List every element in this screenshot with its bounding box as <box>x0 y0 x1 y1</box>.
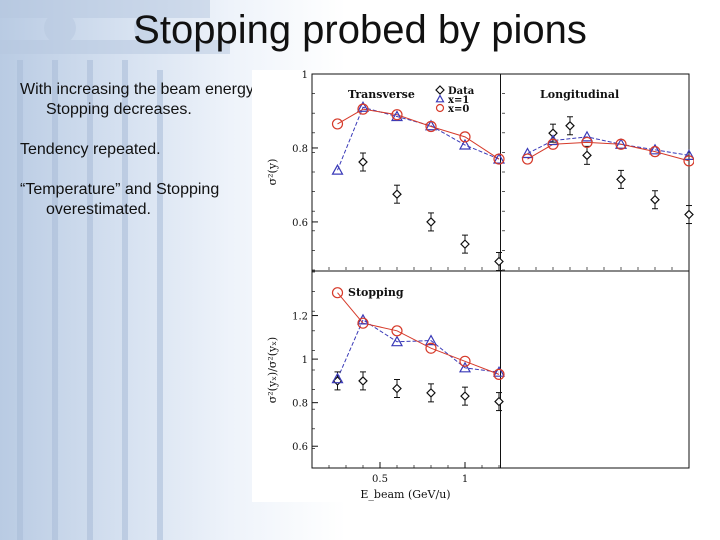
series-line-x1 <box>337 319 500 379</box>
legend-entry: Data <box>448 86 475 97</box>
diamond-marker-icon <box>460 391 470 401</box>
series-line-x0 <box>337 292 500 375</box>
panel-title: Transverse <box>348 88 415 101</box>
y-axis-label: σ²(y) <box>266 159 279 186</box>
triangle-marker-icon <box>682 149 694 160</box>
circle-marker-icon <box>615 138 627 150</box>
circle-marker-icon <box>459 131 471 143</box>
circle-marker-icon <box>391 325 403 337</box>
triangle-marker-icon <box>458 138 472 150</box>
legend-entry: x=0 <box>448 104 469 115</box>
y-tick-label: 1 <box>302 70 308 81</box>
diamond-marker-icon <box>494 396 504 407</box>
y-tick-label: 1.2 <box>292 312 308 323</box>
diamond-marker-icon <box>460 239 470 249</box>
diamond-marker-icon <box>435 85 445 95</box>
diamond-marker-icon <box>358 157 368 167</box>
series-line-x1 <box>527 136 690 156</box>
circle-marker-icon <box>435 103 445 113</box>
diamond-marker-icon <box>426 217 436 227</box>
circle-marker-icon <box>459 355 471 367</box>
triangle-marker-icon <box>521 147 534 159</box>
legend-entry: x=1 <box>448 95 469 106</box>
triangle-marker-icon <box>424 119 438 131</box>
circle-marker-icon <box>521 153 534 165</box>
triangle-marker-icon <box>331 163 344 175</box>
x-axis-label: E_beam (GeV/u) <box>360 488 450 501</box>
circle-marker-icon <box>683 155 694 167</box>
triangle-marker-icon <box>390 110 404 122</box>
diamond-marker-icon <box>548 128 558 139</box>
triangle-marker-icon <box>435 94 445 103</box>
diamond-marker-icon <box>392 189 402 200</box>
chart-panel-2: Longitudinal <box>502 73 694 271</box>
panel-title: Longitudinal <box>540 88 619 101</box>
circle-marker-icon <box>425 342 437 354</box>
series-line-x1 <box>337 106 500 171</box>
triangle-marker-icon <box>331 372 344 384</box>
series-line-x0 <box>337 108 500 160</box>
circle-marker-icon <box>493 153 505 165</box>
bullet-item: With increasing the beam energy, Stoppin… <box>20 81 258 118</box>
triangle-marker-icon <box>458 361 472 373</box>
circle-marker-icon <box>425 120 437 133</box>
circle-marker-icon <box>493 368 505 380</box>
triangle-marker-icon <box>580 130 594 142</box>
triangle-marker-icon <box>424 334 438 346</box>
triangle-marker-icon <box>648 143 662 155</box>
x-tick-label: 0.5 <box>372 474 388 485</box>
triangle-marker-icon <box>614 138 628 149</box>
diamond-marker-icon <box>616 174 626 185</box>
circle-marker-icon <box>391 109 403 121</box>
circle-marker-icon <box>357 103 369 115</box>
circle-marker-icon <box>581 136 593 149</box>
x-tick-label: 1 <box>462 474 468 485</box>
y-tick-label: 0.8 <box>292 399 308 410</box>
diamond-marker-icon <box>582 150 592 161</box>
diamond-marker-icon <box>358 376 368 386</box>
triangle-marker-icon <box>356 101 370 112</box>
y-tick-label: 1 <box>302 355 308 366</box>
y-axis-label: σ²(yₓ)/σ²(yₓ) <box>266 337 279 403</box>
panel-title: Stopping <box>348 286 404 299</box>
chart-panel-3: 0.6 0.8 1 1.2 0.5 1 Stopping σ²(yₓ)/σ²(yₓ) E_bea… <box>266 271 506 501</box>
diamond-marker-icon <box>684 209 694 220</box>
triangle-marker-icon <box>492 365 506 377</box>
circle-marker-icon <box>357 317 369 329</box>
bullet-item: “Temperature” and Stopping overestimated… <box>20 181 220 218</box>
circle-marker-icon <box>649 146 661 158</box>
circle-marker-icon <box>547 138 559 150</box>
y-tick-label: 0.6 <box>292 218 308 229</box>
diamond-marker-icon <box>650 194 660 205</box>
diamond-marker-icon <box>392 383 402 394</box>
physics-figure: 0.6 0.8 1 Transverse σ²(y) Data x=1 x=0 Longitud… <box>252 70 694 502</box>
diamond-marker-icon <box>426 388 436 398</box>
circle-marker-icon <box>331 118 344 130</box>
triangle-marker-icon <box>390 335 404 347</box>
bullet-item: Tendency repeated. <box>20 141 161 158</box>
y-tick-label: 0.6 <box>292 442 308 453</box>
page-title: Stopping probed by pions <box>133 8 587 52</box>
triangle-marker-icon <box>492 152 506 164</box>
y-tick-label: 0.8 <box>292 144 308 155</box>
diamond-marker-icon <box>565 120 575 131</box>
circle-marker-icon <box>331 287 344 299</box>
bullet-list: With increasing the beam energy, Stoppin… <box>20 80 260 240</box>
diamond-marker-icon <box>494 256 504 267</box>
